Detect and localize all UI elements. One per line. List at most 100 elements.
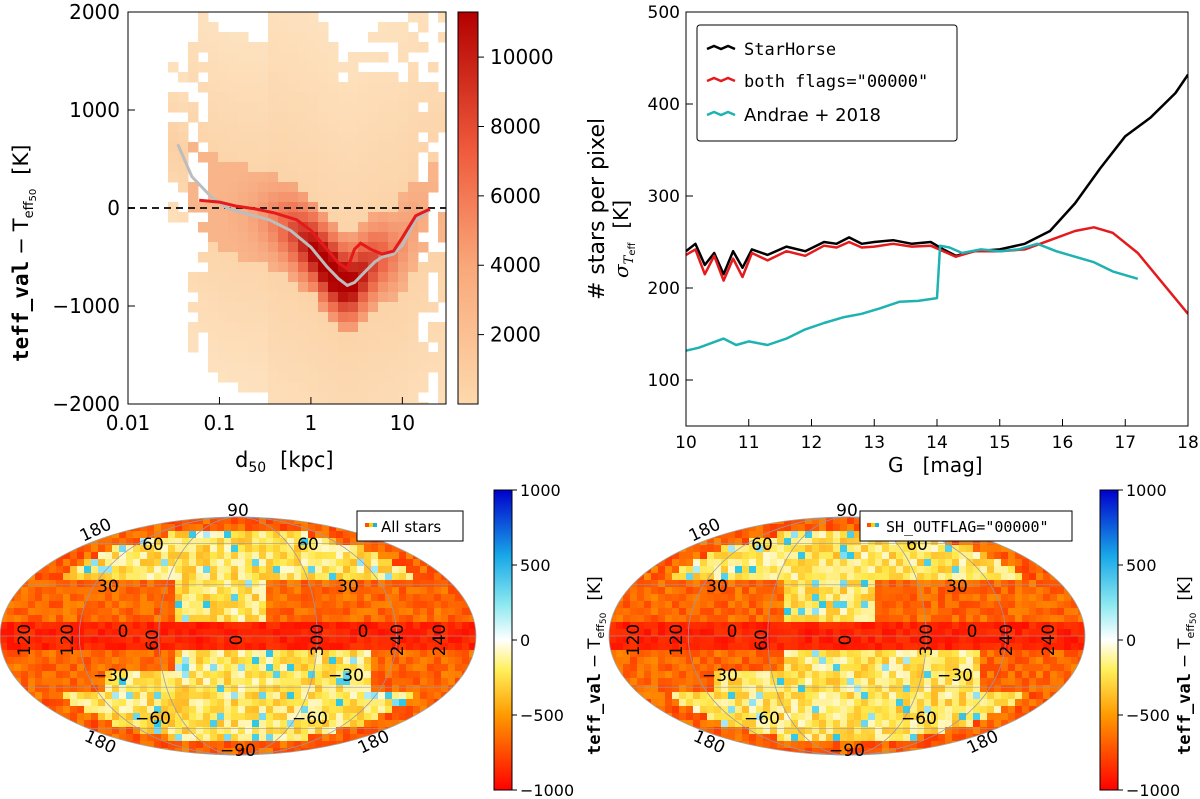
- sky-pixel: [637, 580, 645, 588]
- sky-pixel: [133, 615, 141, 623]
- sky-pixel: [343, 559, 351, 567]
- sky-pixel: [280, 741, 288, 749]
- sky-pixel: [63, 559, 71, 567]
- sky-pixel: [294, 720, 302, 728]
- sky-pixel: [91, 538, 99, 546]
- sky-pixel: [980, 664, 988, 672]
- sky-pixel: [231, 678, 239, 686]
- x-axis-label: d50 [kpc]: [235, 448, 334, 476]
- heat-cell: [348, 82, 359, 93]
- sky-pixel: [1057, 671, 1065, 679]
- sky-pixel: [959, 664, 967, 672]
- sky-pixel: [301, 643, 309, 651]
- sky-pixel: [980, 566, 988, 574]
- sky-pixel: [665, 657, 673, 665]
- sky-pixel: [910, 587, 918, 595]
- heat-cell: [278, 52, 289, 63]
- heat-cell: [278, 122, 289, 133]
- heat-cell: [278, 252, 289, 263]
- sky-pixel: [791, 552, 799, 560]
- sky-pixel: [105, 685, 113, 693]
- sky-pixel: [1015, 629, 1023, 637]
- heat-cell: [288, 322, 299, 333]
- sky-pixel: [147, 713, 155, 721]
- heat-cell: [188, 182, 199, 193]
- sky-pixel: [105, 538, 113, 546]
- sky-pixel: [231, 629, 239, 637]
- sky-pixel: [364, 608, 372, 616]
- sky-pixel: [343, 566, 351, 574]
- heat-cell: [368, 132, 379, 143]
- heat-cell: [178, 162, 189, 173]
- sky-pixel: [959, 622, 967, 630]
- heat-cell: [338, 292, 349, 303]
- heat-cell: [218, 142, 229, 153]
- sky-pixel: [105, 608, 113, 616]
- sky-pixel: [462, 643, 470, 651]
- sky-pixel: [756, 650, 764, 658]
- sky-pixel: [728, 636, 736, 644]
- heat-cell: [168, 162, 179, 173]
- sky-pixel: [945, 664, 953, 672]
- sky-pixel: [917, 594, 925, 602]
- heat-cell: [168, 92, 179, 103]
- sky-pixel: [847, 552, 855, 560]
- sky-pixel: [147, 622, 155, 630]
- sky-pixel: [70, 608, 78, 616]
- sky-pixel: [399, 713, 407, 721]
- sky-pixel: [882, 720, 890, 728]
- sky-pixel: [154, 671, 162, 679]
- sky-pixel: [273, 713, 281, 721]
- sky-pixel: [448, 657, 456, 665]
- sky-pixel: [392, 713, 400, 721]
- sky-pixel: [770, 552, 778, 560]
- sky-pixel: [714, 706, 722, 714]
- sky-pixel: [693, 664, 701, 672]
- heat-cell: [368, 162, 379, 173]
- heat-cell: [418, 402, 429, 404]
- sky-pixel: [910, 538, 918, 546]
- sky-pixel: [980, 720, 988, 728]
- heat-cell: [388, 132, 399, 143]
- sky-pixel: [1015, 713, 1023, 721]
- sky-pixel: [630, 615, 638, 623]
- heat-cell: [338, 352, 349, 363]
- sky-pixel: [1001, 713, 1009, 721]
- sky-pixel: [987, 545, 995, 553]
- sky-pixel: [224, 713, 232, 721]
- heat-cell: [338, 122, 349, 133]
- sky-pixel: [987, 622, 995, 630]
- sky-pixel: [854, 636, 862, 644]
- sky-pixel: [315, 594, 323, 602]
- heat-cell: [248, 102, 259, 113]
- sky-pixel: [217, 657, 225, 665]
- sky-pixel: [105, 692, 113, 700]
- sky-pixel: [168, 713, 176, 721]
- sky-pixel: [182, 706, 190, 714]
- sky-pixel: [980, 538, 988, 546]
- sky-pixel: [280, 713, 288, 721]
- sky-pixel: [938, 538, 946, 546]
- heat-cell: [278, 332, 289, 343]
- sky-pixel: [98, 706, 106, 714]
- heat-cell: [328, 172, 339, 183]
- sky-pixel: [658, 559, 666, 567]
- sky-pixel: [791, 545, 799, 553]
- sky-pixel: [861, 671, 869, 679]
- sky-pixel: [315, 657, 323, 665]
- sky-pixel: [322, 727, 330, 735]
- sky-pixel: [721, 538, 729, 546]
- sky-pixel: [861, 601, 869, 609]
- sky-pixel: [1043, 622, 1051, 630]
- sky-pixel: [875, 748, 883, 755]
- sky-pixel: [231, 615, 239, 623]
- sky-pixel: [392, 664, 400, 672]
- heat-cell: [308, 262, 319, 273]
- sky-pixel: [770, 741, 778, 749]
- heat-cell: [168, 132, 179, 143]
- sky-pixel: [315, 531, 323, 539]
- sky-pixel: [665, 650, 673, 658]
- sky-pixel: [658, 566, 666, 574]
- sky-pixel: [630, 650, 638, 658]
- heat-cell: [268, 282, 279, 293]
